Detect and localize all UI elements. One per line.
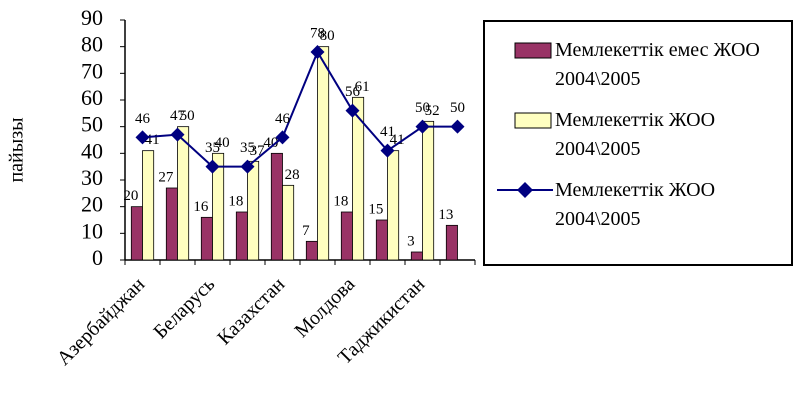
y-tick-label: 60 (81, 85, 103, 110)
bar (212, 152, 225, 261)
marker (310, 45, 325, 59)
legend-label: Мемлекеттік емес ЖОО 2004\2005 (555, 39, 760, 90)
bar (340, 211, 353, 261)
data-label: 61 (355, 79, 370, 95)
bar (422, 120, 435, 261)
marker (415, 119, 430, 134)
legend-entry: Мемлекеттік ЖОО 2004\2005 (493, 176, 783, 234)
data-label: 50 (180, 108, 195, 124)
y-tick-label: 80 (81, 32, 103, 57)
data-label: 28 (285, 167, 300, 183)
y-tick-label: 30 (81, 165, 103, 190)
data-label: 46 (275, 111, 291, 127)
legend-swatch (514, 112, 552, 129)
data-label: 35 (205, 140, 220, 156)
bar (317, 46, 330, 261)
bar (352, 96, 365, 261)
y-tick-label: 50 (81, 112, 103, 137)
marker (345, 103, 360, 118)
data-label: 56 (345, 84, 361, 100)
y-axis-label: пайызы (6, 117, 28, 182)
marker (135, 130, 150, 145)
marker (170, 127, 185, 142)
x-tick-label: Молдова (291, 273, 360, 342)
bar (270, 152, 283, 261)
y-tick-label: 0 (92, 245, 103, 270)
data-label: 7 (302, 223, 310, 239)
bar (130, 206, 143, 261)
data-label: 78 (310, 25, 325, 41)
bar (305, 240, 318, 261)
legend-swatch (514, 42, 552, 59)
marker (275, 130, 290, 145)
y-tick-label: 40 (81, 138, 103, 163)
legend-key (514, 112, 552, 129)
marker (240, 159, 255, 174)
data-label: 41 (380, 124, 395, 140)
data-label: 41 (145, 132, 160, 148)
bar (387, 150, 400, 261)
data-label: 50 (450, 100, 465, 116)
data-label: 16 (193, 199, 209, 215)
marker (380, 143, 395, 158)
legend-key (497, 182, 553, 198)
legend-key (514, 42, 552, 59)
bar (200, 216, 213, 261)
data-label: 52 (425, 103, 440, 119)
x-tick-label: Казахстан (213, 273, 289, 349)
data-label: 80 (320, 28, 335, 44)
x-tick-label: Азербайджан (53, 273, 150, 370)
y-tick-label: 70 (81, 58, 103, 83)
data-label: 13 (438, 207, 453, 223)
legend-label: Мемлекеттік ЖОО 2004\2005 (555, 109, 716, 160)
marker (205, 159, 220, 174)
y-tick-label: 90 (81, 5, 103, 30)
bar (165, 187, 178, 261)
bar (375, 219, 388, 261)
data-label: 15 (368, 201, 383, 217)
data-label: 46 (135, 111, 151, 127)
bar (142, 150, 155, 261)
bar (235, 211, 248, 261)
y-tick-label: 20 (81, 192, 103, 217)
data-label: 50 (415, 100, 430, 116)
y-tick-label: 10 (81, 218, 103, 243)
legend-entry: Мемлекеттік емес ЖОО 2004\2005 (493, 36, 783, 94)
bar (410, 251, 423, 261)
marker (450, 119, 465, 134)
data-label: 3 (407, 233, 415, 249)
line (142, 49, 458, 168)
bar (445, 224, 458, 261)
bar (282, 184, 295, 261)
data-label: 40 (215, 135, 230, 151)
data-label: 47 (170, 108, 186, 124)
data-label: 18 (228, 193, 243, 209)
legend-marker (517, 182, 533, 198)
legend-entry: Мемлекеттік ЖОО 2004\2005 (493, 106, 783, 164)
data-label: 18 (333, 193, 348, 209)
data-label: 35 (240, 140, 255, 156)
bar (177, 126, 190, 261)
legend: Мемлекеттік емес ЖОО 2004\2005 Мемлекетті… (483, 20, 793, 266)
data-label: 40 (263, 135, 278, 151)
x-tick-label: Беларусь (149, 273, 219, 343)
data-label: 27 (158, 169, 174, 185)
data-label: 20 (123, 188, 138, 204)
bar (247, 160, 260, 261)
data-label: 41 (390, 132, 405, 148)
legend-label: Мемлекеттік ЖОО 2004\2005 (555, 179, 716, 230)
